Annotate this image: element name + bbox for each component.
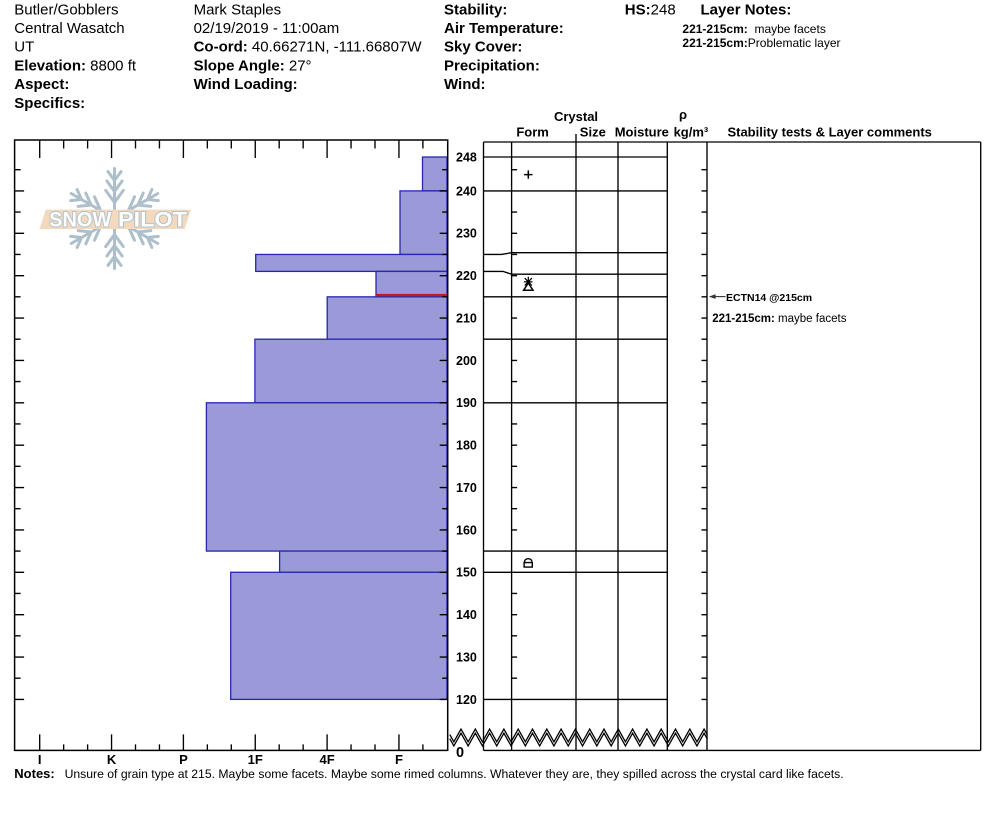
svg-text:Layer Notes:: Layer Notes: (701, 1, 792, 18)
svg-text:200: 200 (456, 354, 477, 368)
svg-text:02/19/2019 - 11:00am: 02/19/2019 - 11:00am (194, 20, 340, 37)
svg-text:UT: UT (14, 39, 34, 56)
svg-text:kg/m³: kg/m³ (674, 125, 709, 140)
svg-text:120: 120 (456, 693, 477, 707)
svg-text:Crystal: Crystal (554, 109, 598, 124)
svg-text:221-215cm:Problematic layer: 221-215cm:Problematic layer (682, 36, 840, 50)
svg-text:Stability tests & Layer commen: Stability tests & Layer comments (727, 125, 931, 140)
svg-text:Wind Loading:: Wind Loading: (194, 76, 298, 93)
svg-text:Specifics:: Specifics: (14, 95, 85, 112)
svg-text:Central Wasatch: Central Wasatch (14, 20, 124, 37)
svg-text:Wind:: Wind: (444, 76, 486, 93)
svg-text:0: 0 (456, 745, 464, 761)
svg-text:160: 160 (456, 523, 477, 537)
svg-text:F: F (395, 752, 403, 767)
svg-text:130: 130 (456, 650, 477, 664)
svg-text:140: 140 (456, 608, 477, 622)
svg-text:190: 190 (456, 396, 477, 410)
svg-text:150: 150 (456, 566, 477, 580)
svg-text:170: 170 (456, 481, 477, 495)
svg-text:221-215cm: maybe facets: 221-215cm: maybe facets (682, 22, 825, 36)
svg-text:Butler/Gobblers: Butler/Gobblers (14, 1, 118, 18)
svg-text:Sky Cover:: Sky Cover: (444, 39, 522, 56)
svg-text:P: P (179, 752, 188, 767)
svg-text:PILOT: PILOT (118, 208, 187, 231)
svg-text:Air Temperature:: Air Temperature: (444, 20, 564, 37)
svg-text:Mark Staples: Mark Staples (194, 1, 282, 18)
svg-text:Elevation: 8800 ft: Elevation: 8800 ft (14, 57, 137, 74)
svg-text:ρ: ρ (679, 107, 687, 122)
svg-text:230: 230 (456, 227, 477, 241)
svg-text:221-215cm: maybe facets: 221-215cm: maybe facets (712, 313, 847, 325)
svg-text:220: 220 (456, 269, 477, 283)
svg-text:Moisture: Moisture (615, 125, 669, 140)
svg-text:SNOW: SNOW (49, 208, 111, 231)
svg-text:248: 248 (456, 150, 477, 164)
svg-text:240: 240 (456, 184, 477, 198)
svg-text:Notes:Unsure of grain type at: Notes: Unsure of grain type at 215. Maybe… (14, 766, 843, 781)
svg-text:4F: 4F (320, 752, 335, 767)
svg-text:Form: Form (516, 125, 549, 140)
svg-text:Stability:: Stability: (444, 1, 507, 18)
svg-text:Co-ord: 40.66271N, -111.66807W: Co-ord: 40.66271N, -111.66807W (194, 39, 423, 56)
svg-text:Slope Angle: 27°: Slope Angle: 27° (194, 57, 312, 74)
svg-text:Aspect:: Aspect: (14, 76, 69, 93)
svg-text:Precipitation:: Precipitation: (444, 57, 540, 74)
svg-text:ECTN14 @215cm: ECTN14 @215cm (726, 292, 812, 304)
svg-text:1F: 1F (248, 752, 263, 767)
svg-text:I: I (38, 752, 42, 767)
svg-text:180: 180 (456, 439, 477, 453)
svg-text:HS:248: HS:248 (625, 1, 676, 18)
svg-text:210: 210 (456, 311, 477, 325)
svg-text:K: K (107, 752, 117, 767)
svg-text:Size: Size (580, 125, 606, 140)
